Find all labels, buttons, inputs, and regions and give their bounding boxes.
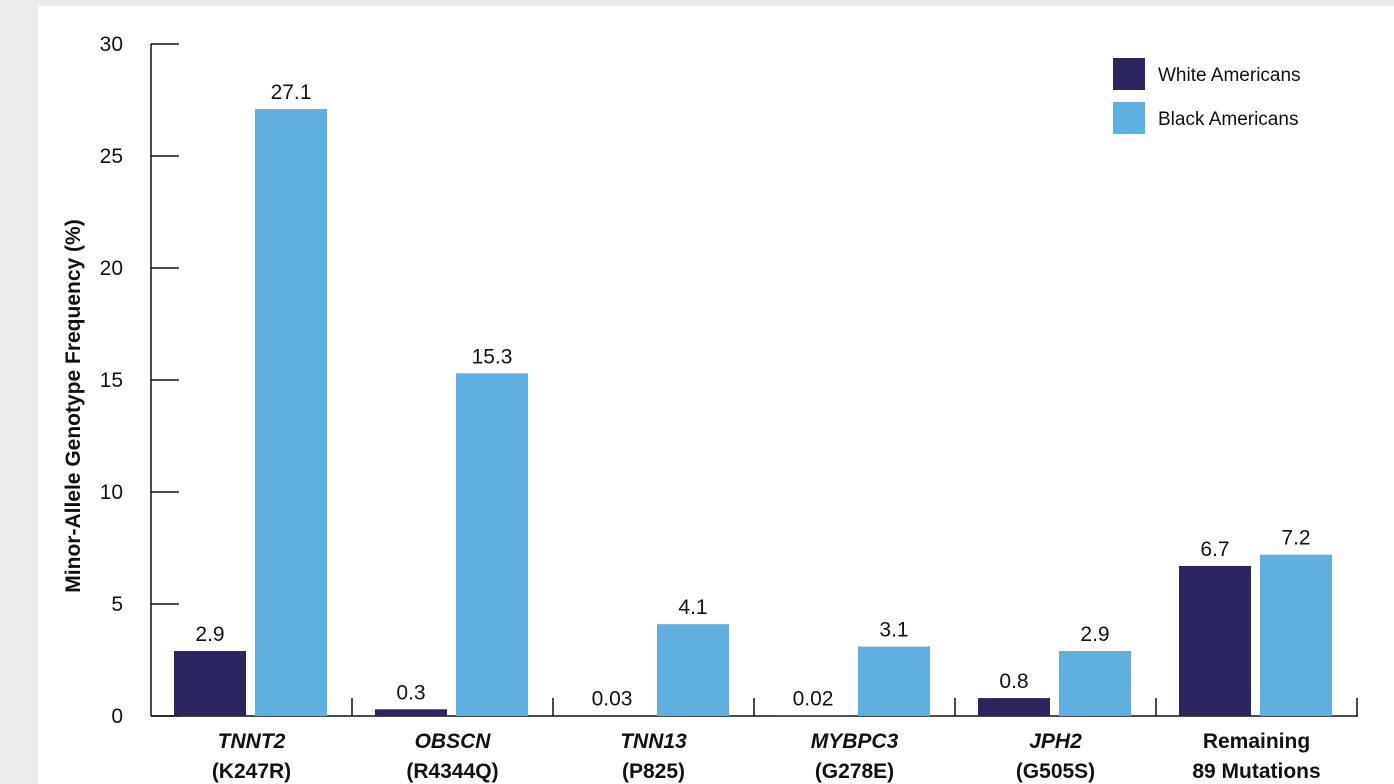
value-label: 0.3 xyxy=(396,681,425,704)
value-label: 6.7 xyxy=(1200,538,1229,561)
y-axis-title: Minor-Allele Genotype Frequency (%) xyxy=(62,219,85,592)
value-label: 2.9 xyxy=(195,623,224,646)
value-label: 7.2 xyxy=(1281,527,1310,550)
bar-black-americans xyxy=(255,108,327,716)
bar-white-americans xyxy=(576,715,648,716)
bar-chart: 0 5 10 15 20 25 30 Minor-Allele Genotype Freque… xyxy=(62,33,1358,783)
category-label-variant: (K247R) xyxy=(212,760,291,783)
chart-panel: 0 5 10 15 20 25 30 Minor-Allele Genotype Freque… xyxy=(38,6,1394,784)
category-label-variant: (G278E) xyxy=(815,760,894,783)
bar-black-americans xyxy=(456,373,528,716)
bar-white-americans xyxy=(174,651,246,716)
category-label-variant: 89 Mutations xyxy=(1192,760,1320,783)
y-tick-label: 20 xyxy=(100,257,123,280)
value-label: 4.1 xyxy=(678,596,707,619)
value-label: 27.1 xyxy=(271,81,312,104)
y-tick-label: 0 xyxy=(111,705,123,728)
y-tick-label: 30 xyxy=(100,33,123,56)
bar-black-americans xyxy=(657,624,729,716)
value-label: 2.9 xyxy=(1080,623,1109,646)
legend-label: Black Americans xyxy=(1158,109,1298,130)
bar-black-americans xyxy=(1059,651,1131,716)
category-label-gene: JPH2 xyxy=(1029,730,1082,753)
bar-black-americans xyxy=(858,646,930,716)
value-label: 15.3 xyxy=(472,345,513,368)
category-label-variant: (G505S) xyxy=(1016,760,1095,783)
bar-black-americans xyxy=(1260,554,1332,716)
bar-white-americans xyxy=(978,698,1050,716)
y-tick-label: 10 xyxy=(100,481,123,504)
category-label-gene: MYBPC3 xyxy=(811,730,899,753)
category-label-gene: TNNT2 xyxy=(218,730,286,753)
category-label-variant: (R4344Q) xyxy=(406,760,498,783)
value-label: 0.03 xyxy=(592,687,633,710)
legend-label: White Americans xyxy=(1158,65,1301,86)
y-tick-label: 15 xyxy=(100,369,123,392)
category-label-gene: OBSCN xyxy=(415,730,492,753)
legend-swatch-white-americans xyxy=(1113,58,1145,90)
category-label-variant: (P825) xyxy=(622,760,685,783)
legend-swatch-black-americans xyxy=(1113,102,1145,134)
value-label: 0.02 xyxy=(793,688,834,711)
y-tick-label: 5 xyxy=(111,593,123,616)
bar-white-americans xyxy=(375,709,447,716)
category-label-gene: TNN13 xyxy=(620,730,687,753)
category-label-gene: Remaining xyxy=(1203,730,1310,753)
bar-white-americans xyxy=(1179,565,1251,716)
value-label: 0.8 xyxy=(999,670,1028,693)
y-tick-label: 25 xyxy=(100,145,123,168)
value-label: 3.1 xyxy=(879,619,908,642)
